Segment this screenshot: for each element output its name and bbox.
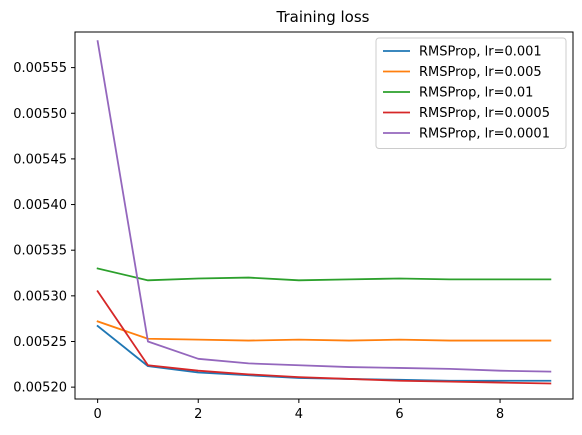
legend-label: RMSProp, lr=0.01: [419, 86, 533, 101]
legend: RMSProp, lr=0.001 RMSProp, lr=0.005 RMSPro…: [375, 37, 567, 149]
series-layer: [96, 40, 552, 385]
y-tick-label: 0.00540: [13, 198, 67, 213]
y-tick-label: 0.00550: [13, 107, 67, 122]
legend-label: RMSProp, lr=0.001: [419, 45, 542, 60]
y-tick-label: 0.00535: [13, 244, 67, 259]
y-tick-label: 0.00545: [13, 152, 67, 167]
legend-box: [375, 37, 567, 149]
y-tick-label: 0.00555: [13, 61, 67, 76]
legend-label: RMSProp, lr=0.0005: [419, 106, 550, 121]
series-line-0: [96, 324, 552, 382]
x-tick-label: 2: [194, 407, 202, 422]
series-line-1: [96, 320, 552, 342]
series-line-3: [96, 290, 552, 385]
legend-label: RMSProp, lr=0.005: [419, 65, 542, 80]
y-tick-label: 0.00530: [13, 289, 67, 304]
x-tick-label: 8: [496, 407, 504, 422]
x-tick-label: 0: [93, 407, 101, 422]
y-tick-label: 0.00520: [13, 381, 67, 396]
plot-frame: [74, 31, 574, 400]
series-line-4: [96, 40, 552, 373]
x-tick-label: 4: [295, 407, 303, 422]
axes-layer: 0 2 4 6 8 0.00520 0.00525 0.00530 0.00535 0.00540…: [13, 31, 574, 422]
x-tick-label: 6: [395, 407, 403, 422]
chart-title: Training loss: [276, 8, 370, 26]
series-line-2: [96, 267, 552, 282]
y-tick-label: 0.00525: [13, 335, 67, 350]
legend-label: RMSProp, lr=0.0001: [419, 127, 550, 142]
